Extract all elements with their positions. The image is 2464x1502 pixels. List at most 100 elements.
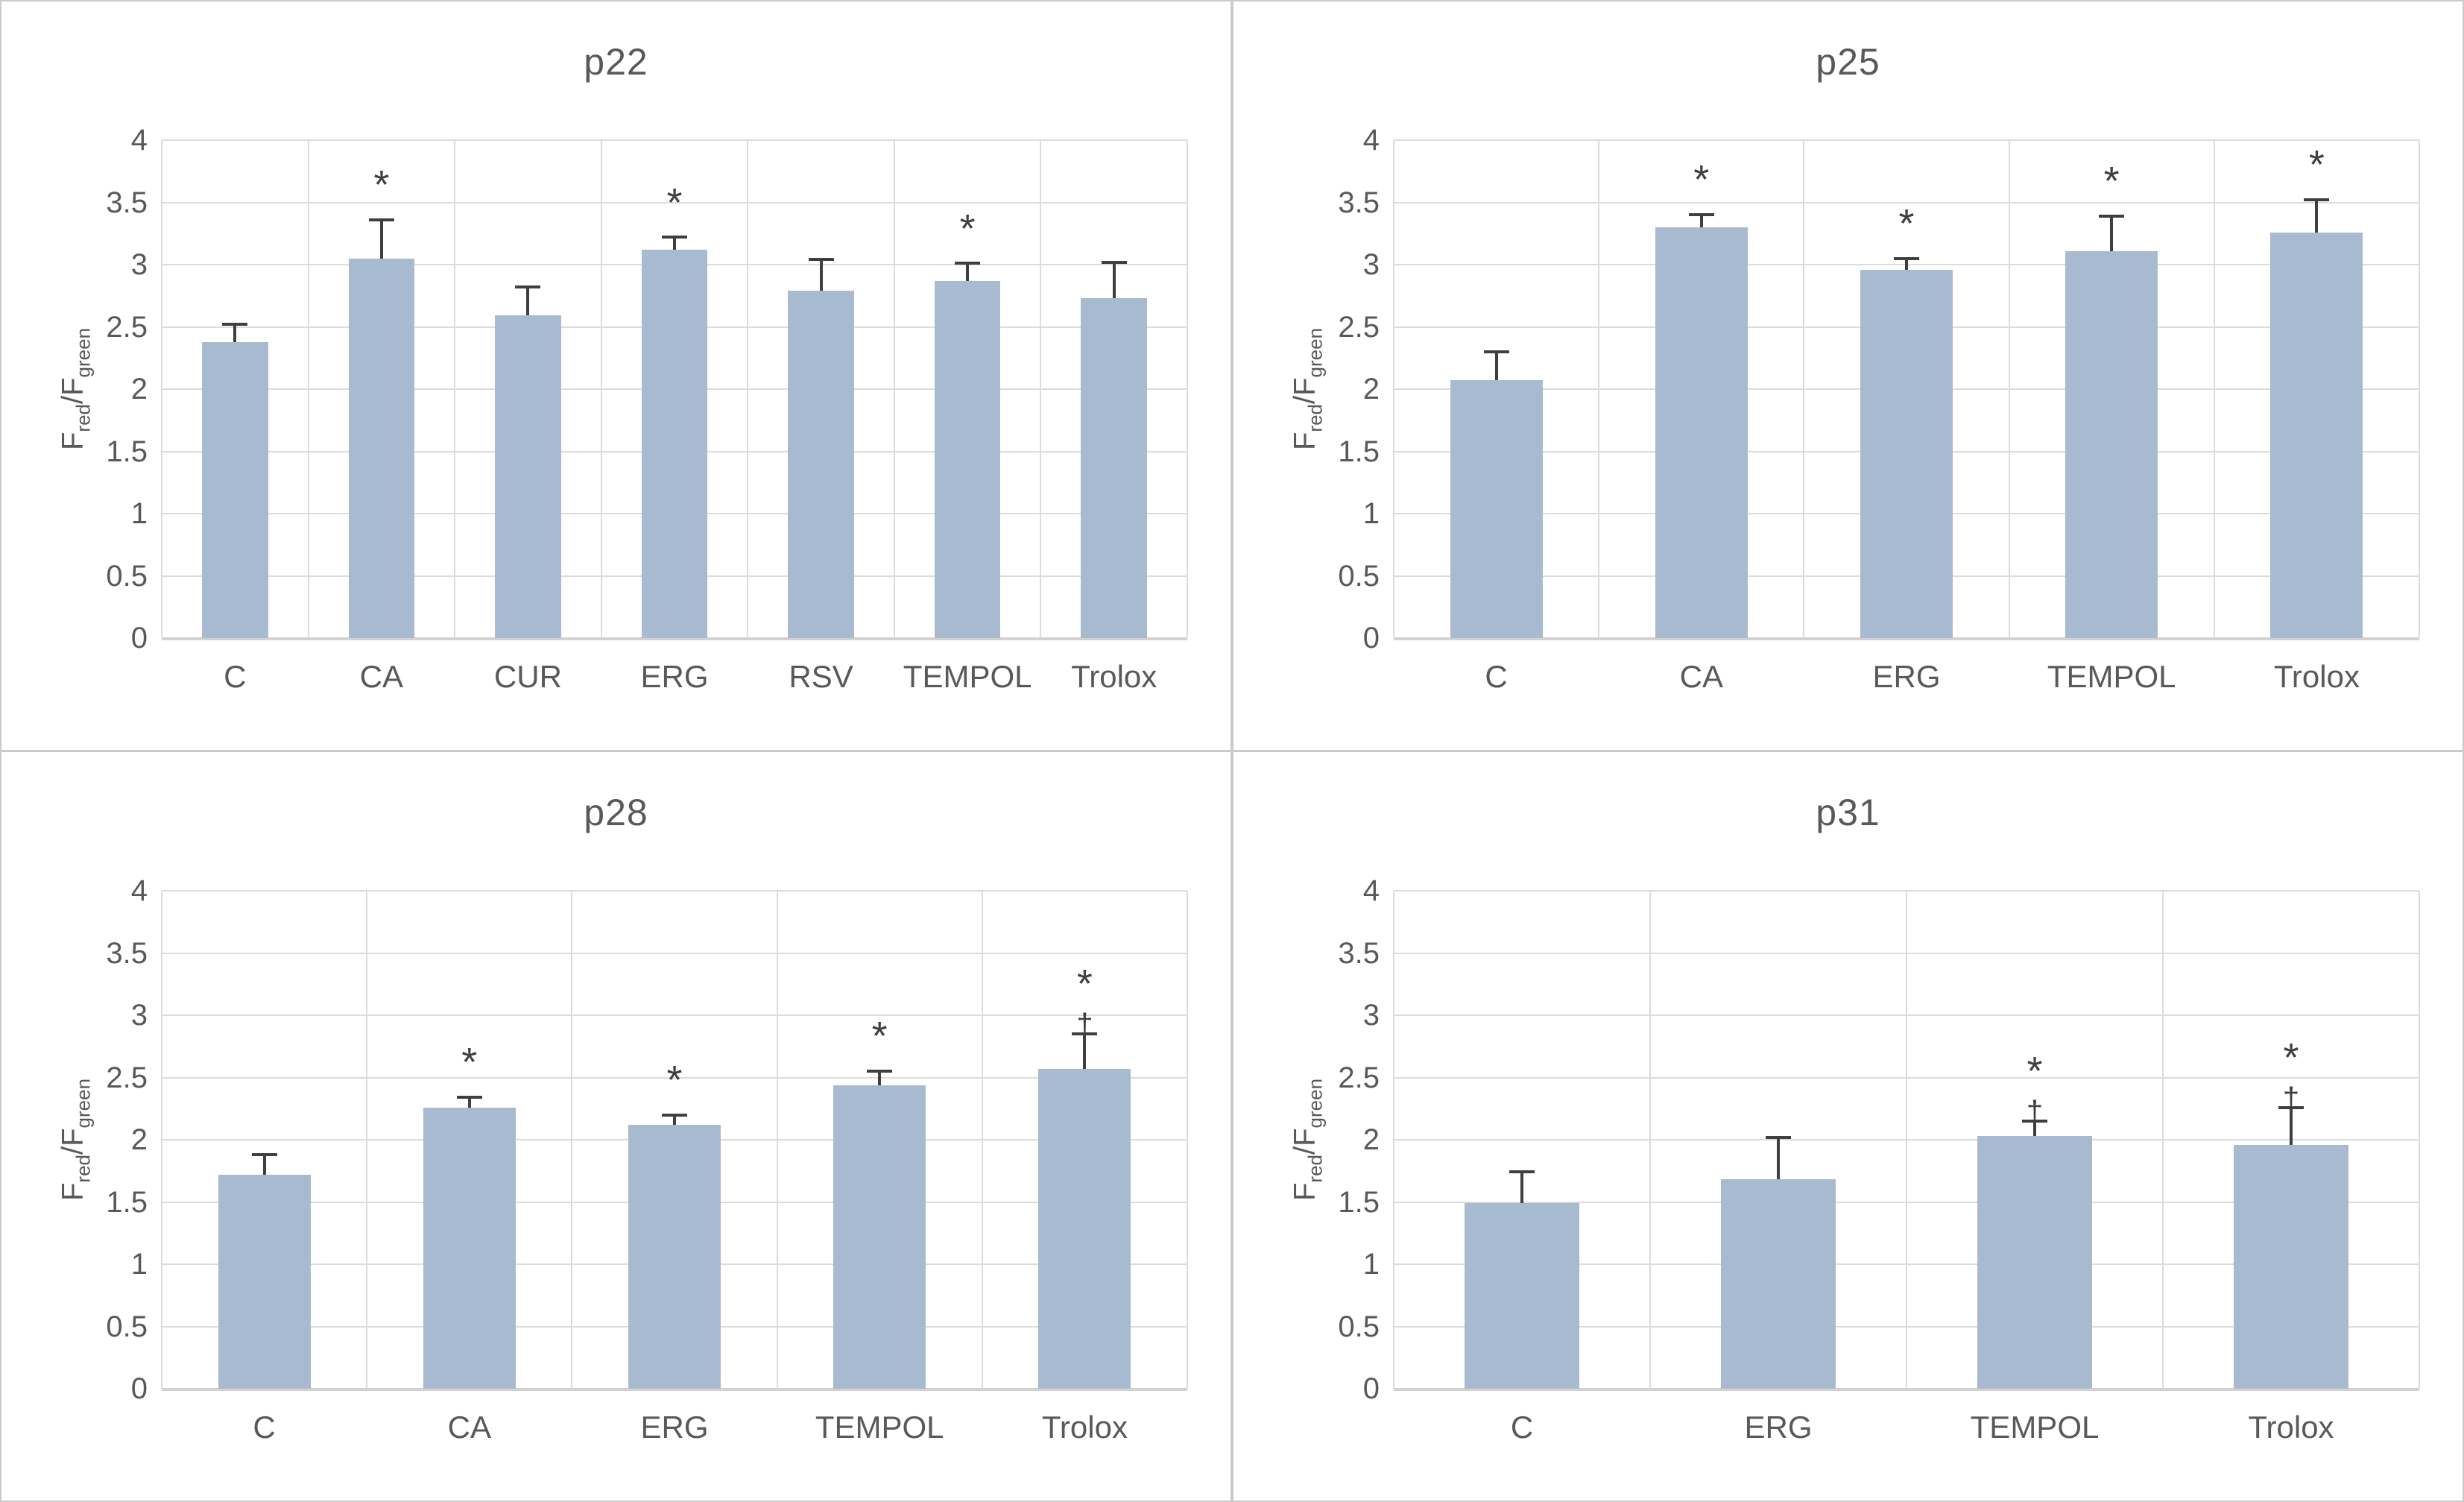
- bar-C: [202, 341, 268, 638]
- gridline-vertical: [1598, 140, 1600, 638]
- error-bar-cap: [2022, 1119, 2047, 1123]
- error-bar-cap: [1101, 260, 1127, 264]
- y-axis-line: [1393, 140, 1394, 638]
- gridline-vertical: [454, 140, 456, 638]
- chart-title: p22: [584, 41, 648, 83]
- gridline-vertical: [366, 891, 368, 1389]
- y-tick-label: 2.5: [106, 310, 148, 344]
- gridline-vertical: [981, 891, 983, 1389]
- bar-ERG: [1720, 1179, 1836, 1389]
- error-bar-cap: [2099, 214, 2125, 218]
- y-tick-label: 2: [1362, 1123, 1380, 1156]
- error-bar-line: [467, 1097, 471, 1108]
- error-bar-line: [1905, 258, 1908, 270]
- y-tick-label: 4: [1362, 874, 1380, 907]
- bar-CUR: [495, 315, 561, 638]
- x-tick-label-CA: CA: [359, 659, 404, 694]
- x-tick-label-TEMPOL: TEMPOL: [903, 659, 1032, 694]
- y-tick-label: 0: [1362, 622, 1380, 654]
- y-tick-label: 2: [1362, 373, 1380, 406]
- y-tick-label: 1.5: [106, 1185, 148, 1219]
- error-bar-line: [2315, 200, 2319, 233]
- asterisk-marker: *: [1076, 962, 1093, 1007]
- x-tick-label-TEMPOL: TEMPOL: [1970, 1410, 2100, 1445]
- y-tick-label: 3.5: [1338, 186, 1380, 219]
- gridline-horizontal: [162, 890, 1187, 892]
- bar-CA: [348, 258, 415, 638]
- chart-panel-p22: p22 Fred/Fgreen * * * 0 0.5 1 1.5 2 2.5 3 3.5 4 C CA…: [0, 0, 1232, 751]
- y-tick-label: 1.5: [1338, 1185, 1380, 1219]
- bar-Trolox: [2270, 232, 2363, 638]
- y-tick-label: 3: [1362, 999, 1380, 1032]
- y-tick-label: 2.5: [1338, 1061, 1380, 1094]
- plot-area: * * *: [161, 139, 1188, 640]
- y-tick-label: 2.5: [1338, 310, 1380, 344]
- gridline-vertical: [1803, 140, 1805, 638]
- gridline-vertical: [747, 140, 749, 638]
- x-tick-label-CUR: CUR: [493, 659, 562, 694]
- asterisk-marker: *: [2283, 1035, 2299, 1080]
- error-bar-line: [673, 237, 676, 250]
- y-tick-label: 0: [1362, 1372, 1380, 1405]
- error-bar-cap: [368, 218, 394, 221]
- x-tick-label-Trolox: Trolox: [1041, 1410, 1128, 1445]
- bar-CA: [423, 1107, 516, 1389]
- y-tick-label: 3: [130, 999, 148, 1032]
- error-bar-cap: [456, 1096, 482, 1099]
- gridline-vertical: [893, 140, 895, 638]
- bar-Trolox: [1038, 1068, 1131, 1389]
- error-bar-cap: [251, 1153, 277, 1157]
- x-tick-label-ERG: ERG: [1872, 659, 1941, 694]
- x-axis-line: [1394, 1388, 2419, 1391]
- y-tick-label: 3: [130, 248, 148, 281]
- asterisk-marker: *: [2103, 159, 2120, 204]
- error-bar-line: [233, 324, 237, 342]
- error-bar-line: [1083, 1034, 1087, 1069]
- error-bar-cap: [1072, 1032, 1098, 1036]
- error-bar-line: [526, 287, 530, 316]
- error-bar-cap: [955, 262, 981, 265]
- y-tick-label: 0.5: [1338, 1310, 1380, 1343]
- error-bar-cap: [515, 285, 541, 289]
- error-bar-cap: [1509, 1170, 1535, 1174]
- x-tick-label-Trolox: Trolox: [1071, 659, 1157, 694]
- dagger-marker: †: [1076, 1008, 1093, 1041]
- y-tick-label: 2: [130, 1123, 148, 1156]
- chart-title: p31: [1816, 792, 1880, 833]
- gridline-vertical: [2008, 140, 2010, 638]
- bar-ERG: [1860, 269, 1953, 638]
- y-tick-label: 3.5: [1338, 936, 1380, 970]
- y-tick-label: 4: [130, 124, 148, 157]
- x-tick-label-Trolox: Trolox: [2248, 1410, 2334, 1445]
- error-bar-line: [2110, 215, 2114, 251]
- x-tick-label-ERG: ERG: [640, 659, 709, 694]
- bar-ERG: [628, 1124, 721, 1389]
- error-bar-cap: [2278, 1105, 2304, 1109]
- error-bar-line: [1520, 1172, 1523, 1204]
- error-bar-line: [1699, 215, 1703, 227]
- x-tick-label-CA: CA: [1679, 659, 1723, 694]
- error-bar-cap: [1688, 213, 1714, 217]
- error-bar-cap: [2304, 198, 2330, 202]
- error-bar-line: [1112, 262, 1116, 299]
- gridline-vertical: [776, 891, 778, 1389]
- gridline-vertical: [571, 891, 573, 1389]
- y-tick-label: 3.5: [106, 936, 148, 970]
- y-tick-label: 1: [130, 497, 148, 530]
- dagger-marker: †: [2026, 1095, 2044, 1129]
- error-bar-line: [1494, 351, 1498, 381]
- bar-TEMPOL: [2065, 250, 2158, 638]
- y-axis-line: [161, 891, 162, 1389]
- x-tick-label-ERG: ERG: [640, 1410, 709, 1445]
- error-bar-cap: [808, 258, 834, 262]
- x-tick-label-CA: CA: [447, 1410, 491, 1445]
- x-tick-label-Trolox: Trolox: [2273, 659, 2360, 694]
- bar-ERG: [641, 249, 708, 638]
- x-tick-label-TEMPOL: TEMPOL: [2047, 659, 2176, 694]
- bar-RSV: [788, 291, 854, 638]
- error-bar-line: [819, 259, 823, 291]
- dagger-marker: †: [2282, 1082, 2300, 1115]
- asterisk-marker: *: [666, 180, 683, 225]
- x-tick-label-RSV: RSV: [789, 659, 853, 694]
